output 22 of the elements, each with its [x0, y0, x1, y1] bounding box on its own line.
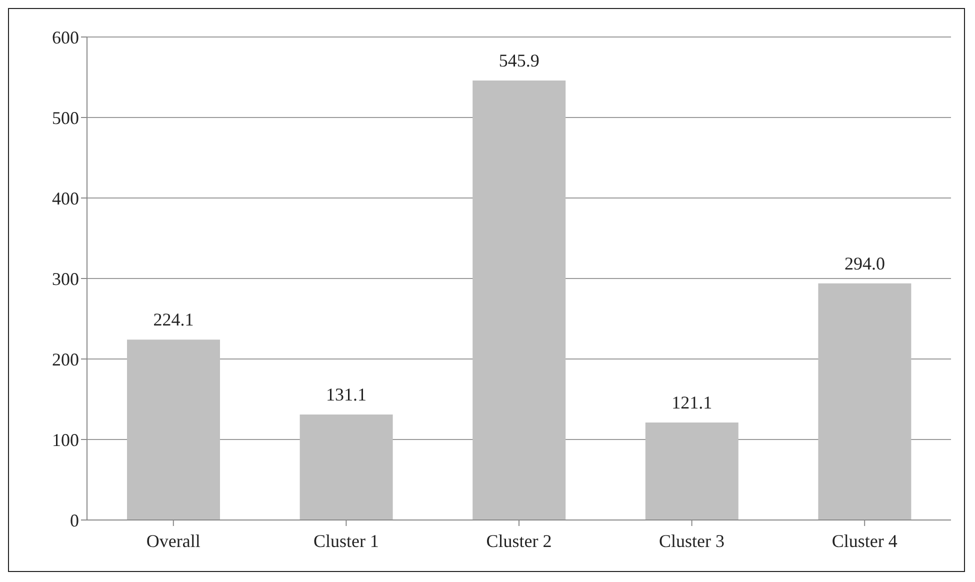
y-tick-label: 100: [52, 430, 79, 450]
y-tick-label: 500: [52, 108, 79, 128]
data-label: 294.0: [844, 253, 885, 274]
data-label: 131.1: [326, 384, 367, 404]
y-tick-label: 200: [52, 349, 79, 370]
bar: [818, 283, 912, 520]
bar: [127, 340, 220, 520]
y-tick-label: 0: [70, 510, 79, 530]
x-tick-label: Cluster 1: [313, 530, 379, 551]
x-tick-label: Cluster 2: [486, 530, 552, 551]
y-tick-label: 300: [52, 268, 79, 289]
data-label: 224.1: [153, 310, 194, 330]
y-tick-label: 600: [52, 27, 79, 48]
x-tick-label: Overall: [146, 530, 200, 551]
data-label: 121.1: [672, 392, 712, 413]
data-label: 545.9: [498, 50, 540, 71]
x-tick-label: Cluster 4: [832, 530, 898, 551]
bar: [472, 80, 566, 520]
x-tick-label: Cluster 3: [659, 530, 725, 551]
y-tick-label: 400: [52, 188, 79, 208]
bar: [300, 414, 393, 520]
bar: [645, 422, 738, 520]
